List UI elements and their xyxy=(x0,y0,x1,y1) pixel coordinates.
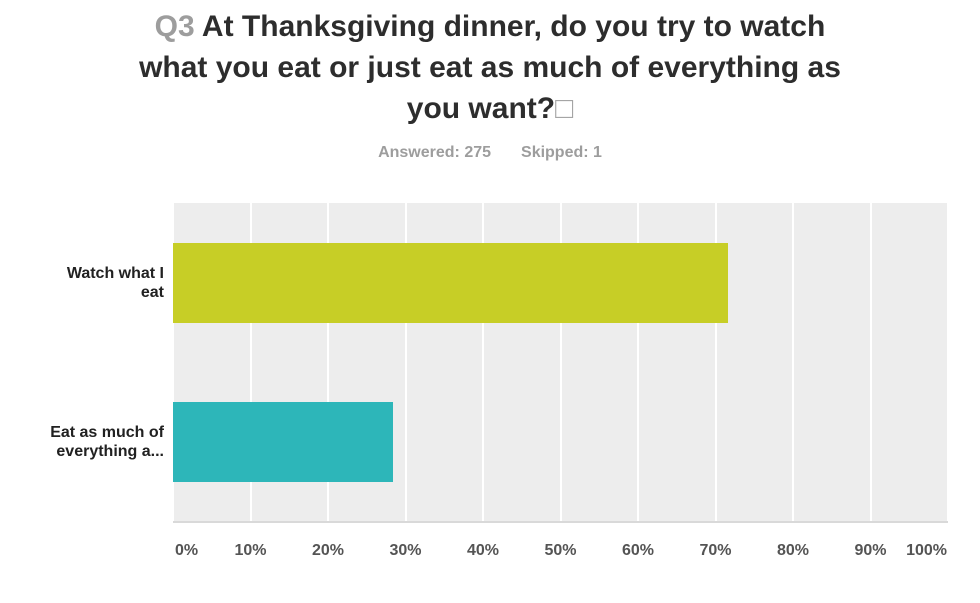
gridline xyxy=(947,203,949,521)
gridline xyxy=(637,203,639,521)
gridline xyxy=(327,203,329,521)
question-title: Q3 At Thanksgiving dinner, do you try to… xyxy=(0,6,980,129)
x-tick-label: 100% xyxy=(906,542,947,559)
plot-area xyxy=(172,203,949,523)
gridline xyxy=(482,203,484,521)
gridline xyxy=(249,203,252,521)
bar xyxy=(173,401,393,482)
response-stats: Answered: 275 Skipped: 1 xyxy=(0,144,980,162)
missing-glyph-box-icon: □ xyxy=(555,92,574,125)
gridline xyxy=(559,203,562,521)
x-axis: 0% 10% 20% 30% 40% 50% 60% 70% 80% 90% 100% xyxy=(173,542,948,564)
x-tick-label: 80% xyxy=(776,542,810,559)
x-tick-label: 90% xyxy=(854,542,887,559)
question-title-text: Q3 At Thanksgiving dinner, do you try to… xyxy=(118,6,863,129)
gridline xyxy=(404,203,407,521)
gridline xyxy=(172,203,174,521)
answered-count: Answered: 275 xyxy=(378,144,492,161)
x-tick-label: 20% xyxy=(311,542,345,559)
x-tick-label: 10% xyxy=(234,542,267,559)
x-tick-label: 0% xyxy=(175,542,199,559)
x-tick-label: 40% xyxy=(466,542,500,559)
category-label: Watch what I eat xyxy=(66,264,164,301)
question-number: Q3 xyxy=(154,10,195,43)
x-tick-label: 60% xyxy=(621,542,655,559)
category-axis: Watch what I eat Eat as much of everythin… xyxy=(0,203,164,521)
gridline xyxy=(714,203,717,521)
x-tick-label: 50% xyxy=(544,542,577,559)
gridline xyxy=(869,203,872,521)
skipped-count: Skipped: 1 xyxy=(521,144,602,161)
x-tick-label: 30% xyxy=(389,542,422,559)
question-text: At Thanksgiving dinner, do you try to wa… xyxy=(139,10,841,125)
bar xyxy=(173,242,729,323)
x-tick-label: 70% xyxy=(699,542,732,559)
gridline xyxy=(792,203,794,521)
category-label: Eat as much of everything a... xyxy=(50,423,164,460)
